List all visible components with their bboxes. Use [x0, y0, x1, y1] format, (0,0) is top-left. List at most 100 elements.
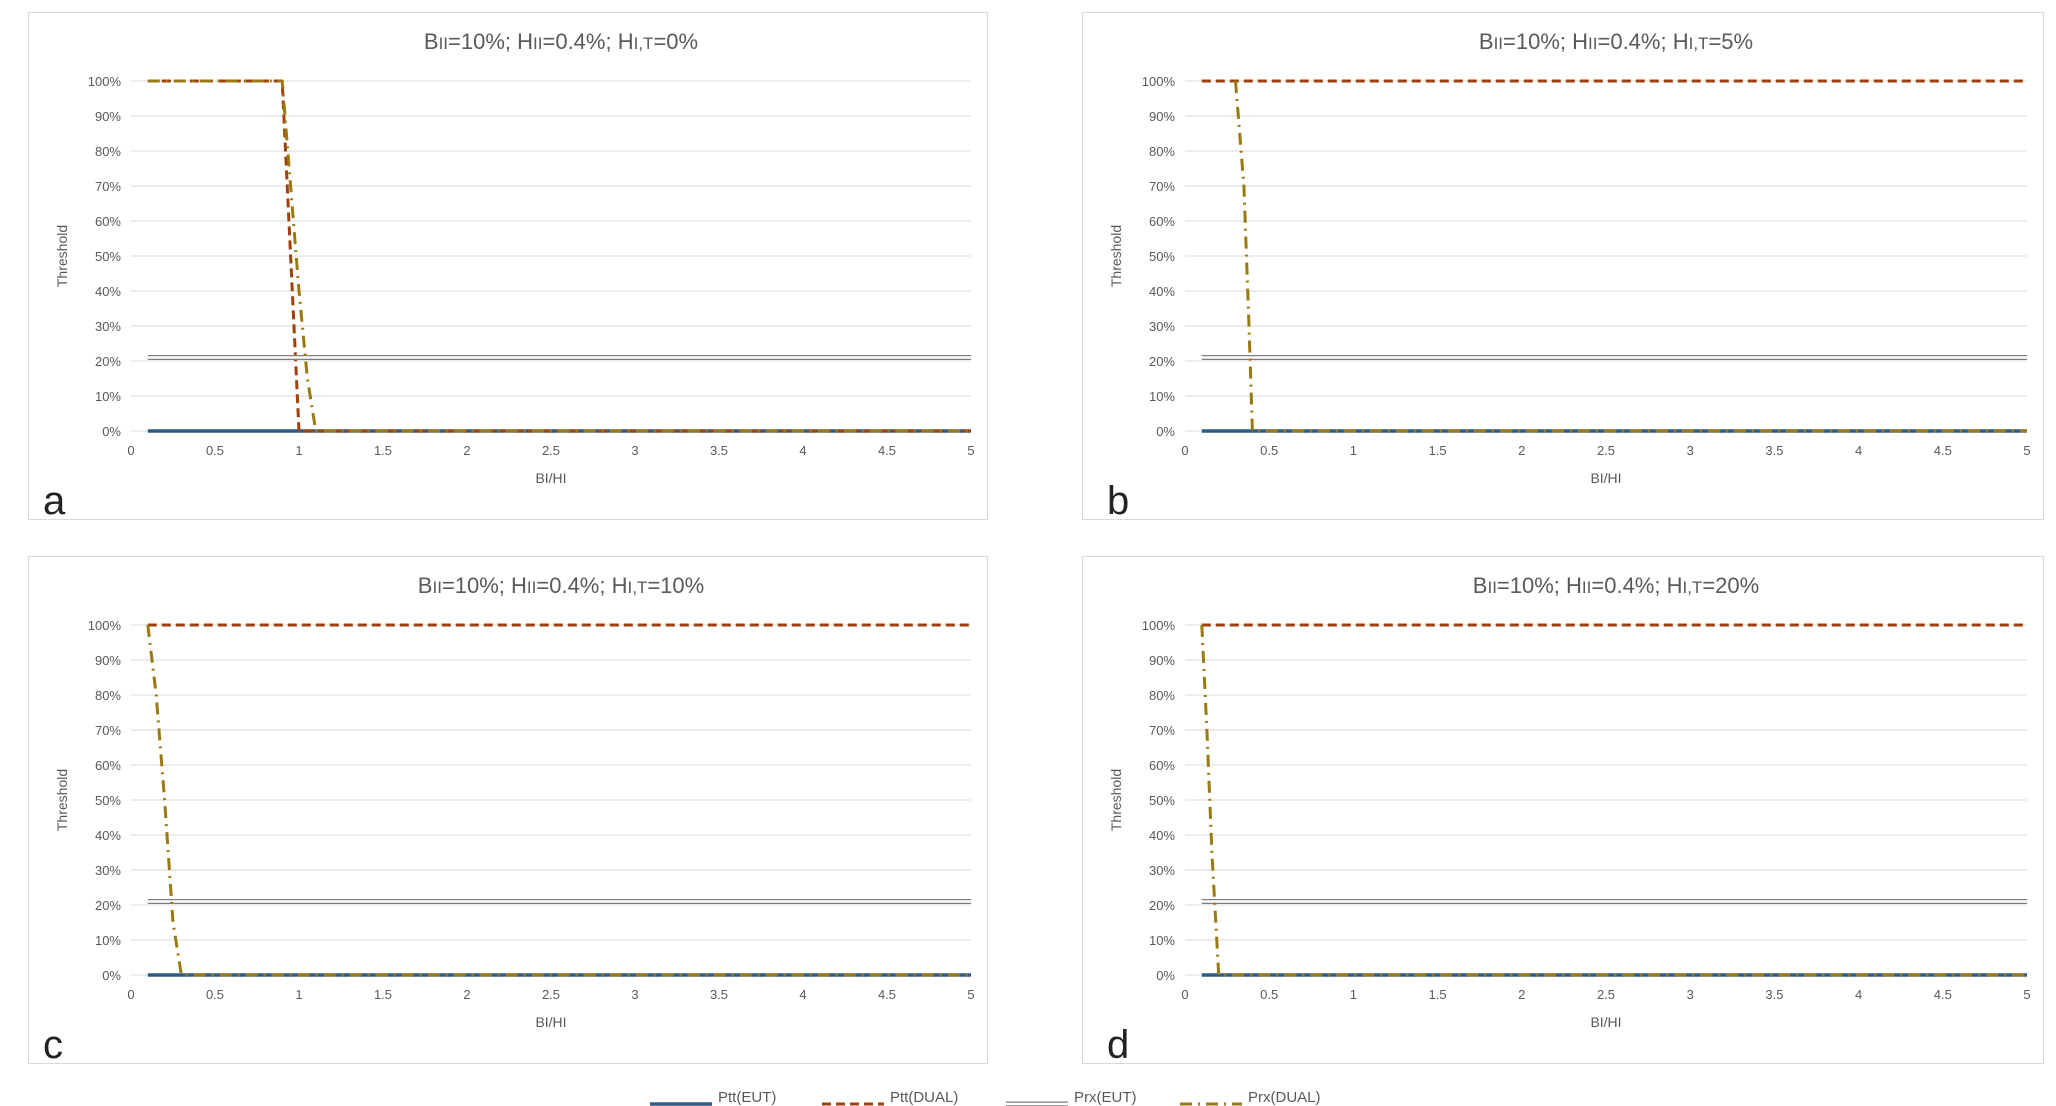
x-tick-label: 4 [1855, 443, 1862, 458]
x-tick-label: 1.5 [374, 443, 392, 458]
y-tick-label: 90% [1149, 653, 1175, 668]
y-tick-label: 40% [1149, 284, 1175, 299]
chart-b-plot: BII=10%; HII=0.4%; HI,T=5% 0% 10% 20% 30% 40%… [1108, 29, 2031, 486]
y-tick-label: 20% [1149, 898, 1175, 913]
y-tick-label: 40% [95, 284, 121, 299]
y-tick-label: 0% [102, 424, 121, 439]
y-tick-label: 20% [1149, 354, 1175, 369]
x-tick-label: 3 [1687, 443, 1694, 458]
x-tick-label: 1.5 [1429, 987, 1447, 1002]
x-tick-label: 1 [295, 443, 302, 458]
x-tick-label: 0.5 [206, 443, 224, 458]
y-tick-label: 20% [95, 898, 121, 913]
y-axis-label: Threshold [54, 769, 70, 831]
y-tick-label: 80% [1149, 144, 1175, 159]
x-tick-label: 2.5 [542, 443, 560, 458]
x-tick-label: 0 [127, 987, 134, 1002]
x-tick-label: 3 [631, 987, 638, 1002]
x-tick-label: 4.5 [1934, 443, 1952, 458]
y-tick-label: 0% [102, 968, 121, 983]
y-tick-label: 60% [1149, 758, 1175, 773]
y-tick-label: 100% [1142, 618, 1176, 633]
y-tick-label: 40% [1149, 828, 1175, 843]
legend-label-prx-dual: Prx(DUAL) [1248, 1090, 1321, 1106]
x-tick-label: 2 [463, 987, 470, 1002]
y-tick-label: 70% [1149, 179, 1175, 194]
y-tick-label: 90% [1149, 109, 1175, 124]
y-tick-label: 30% [95, 319, 121, 334]
x-axis-label: BI/HI [535, 1014, 566, 1030]
y-tick-label: 100% [88, 74, 122, 89]
y-tick-label: 80% [95, 688, 121, 703]
y-tick-label: 0% [1156, 968, 1175, 983]
x-tick-label: 2.5 [1597, 443, 1615, 458]
x-tick-label: 3 [631, 443, 638, 458]
y-tick-label: 50% [1149, 249, 1175, 264]
y-tick-label: 30% [1149, 319, 1175, 334]
panel-letter-c: c [43, 1023, 63, 1067]
x-tick-label: 1.5 [374, 987, 392, 1002]
x-tick-label: 4.5 [878, 443, 896, 458]
legend-label-ptt-dual: Ptt(DUAL) [890, 1090, 958, 1106]
x-tick-label: 3 [1687, 987, 1694, 1002]
chart-d-plot: BII=10%; HII=0.4%; HI,T=20%0%10%20%30%40… [1108, 573, 2031, 1030]
y-tick-label: 70% [1149, 723, 1175, 738]
chart-legend: Ptt(EUT) Ptt(DUAL) Prx(EUT) Prx(DUAL) [0, 1090, 2056, 1106]
y-tick-label: 60% [95, 758, 121, 773]
x-axis-label: BI/HI [1590, 1014, 1621, 1030]
y-tick-label: 0% [1156, 424, 1175, 439]
chart-title: BII=10%; HII=0.4%; HI,T=5% [1479, 29, 1753, 54]
chart-title: BII=10%; HII=0.4%; HI,T=0% [424, 29, 698, 54]
legend-label-prx-eut: Prx(EUT) [1074, 1090, 1137, 1106]
x-tick-label: 4.5 [1934, 987, 1952, 1002]
y-tick-label: 40% [95, 828, 121, 843]
x-axis-label: BI/HI [1590, 470, 1621, 486]
legend-label-ptt-eut: Ptt(EUT) [718, 1090, 776, 1106]
y-tick-label: 100% [88, 618, 122, 633]
x-tick-label: 2.5 [1597, 987, 1615, 1002]
x-axis-label: BI/HI [535, 470, 566, 486]
x-tick-label: 1.5 [1429, 443, 1447, 458]
x-tick-label: 2 [1518, 443, 1525, 458]
x-tick-label: 1 [1350, 987, 1357, 1002]
x-tick-label: 5 [967, 987, 974, 1002]
series-line-prx-dual [1234, 80, 2027, 433]
x-tick-label: 5 [967, 443, 974, 458]
x-tick-label: 5 [2023, 987, 2030, 1002]
chart-panel-a: BII=10%; HII=0.4%; HI,T=0% 0% 10% 20% 30% 40%… [28, 12, 988, 523]
y-tick-label: 10% [95, 933, 121, 948]
y-tick-label: 70% [95, 723, 121, 738]
y-tick-label: 10% [1149, 389, 1175, 404]
panel-letter-b: b [1107, 479, 1130, 523]
x-tick-label: 0 [1181, 443, 1188, 458]
series-line-ptt-dual [147, 79, 971, 433]
x-tick-label: 0.5 [206, 987, 224, 1002]
y-tick-label: 10% [1149, 933, 1175, 948]
y-axis-label: Threshold [1108, 225, 1124, 287]
chart-c-plot: BII=10%; HII=0.4%; HI,T=10%0%10%20%30%40… [54, 573, 975, 1030]
x-tick-label: 2 [463, 443, 470, 458]
x-tick-label: 2 [1518, 987, 1525, 1002]
legend-graphic: Ptt(EUT) Ptt(DUAL) Prx(EUT) Prx(DUAL) [650, 1090, 1321, 1106]
x-tick-label: 0 [1181, 987, 1188, 1002]
y-axis-label: Threshold [1108, 769, 1124, 831]
x-tick-label: 1 [1350, 443, 1357, 458]
series-line-prx-dual [1200, 624, 2027, 977]
x-tick-label: 1 [295, 987, 302, 1002]
y-tick-label: 20% [95, 354, 121, 369]
y-tick-label: 60% [95, 214, 121, 229]
x-tick-label: 3.5 [710, 987, 728, 1002]
y-tick-label: 50% [1149, 793, 1175, 808]
y-tick-label: 70% [95, 179, 121, 194]
x-tick-label: 3.5 [1765, 443, 1783, 458]
y-tick-label: 10% [95, 389, 121, 404]
y-tick-label: 100% [1142, 74, 1176, 89]
series-line-prx-dual [147, 79, 971, 433]
series-line-prx-dual [146, 624, 971, 977]
chart-title: BII=10%; HII=0.4%; HI,T=10% [418, 573, 704, 598]
chart-a-plot: BII=10%; HII=0.4%; HI,T=0% 0% 10% 20% 30% 40%… [54, 29, 975, 486]
y-tick-label: 90% [95, 109, 121, 124]
x-tick-label: 3.5 [710, 443, 728, 458]
y-tick-label: 80% [1149, 688, 1175, 703]
y-tick-label: 50% [95, 793, 121, 808]
